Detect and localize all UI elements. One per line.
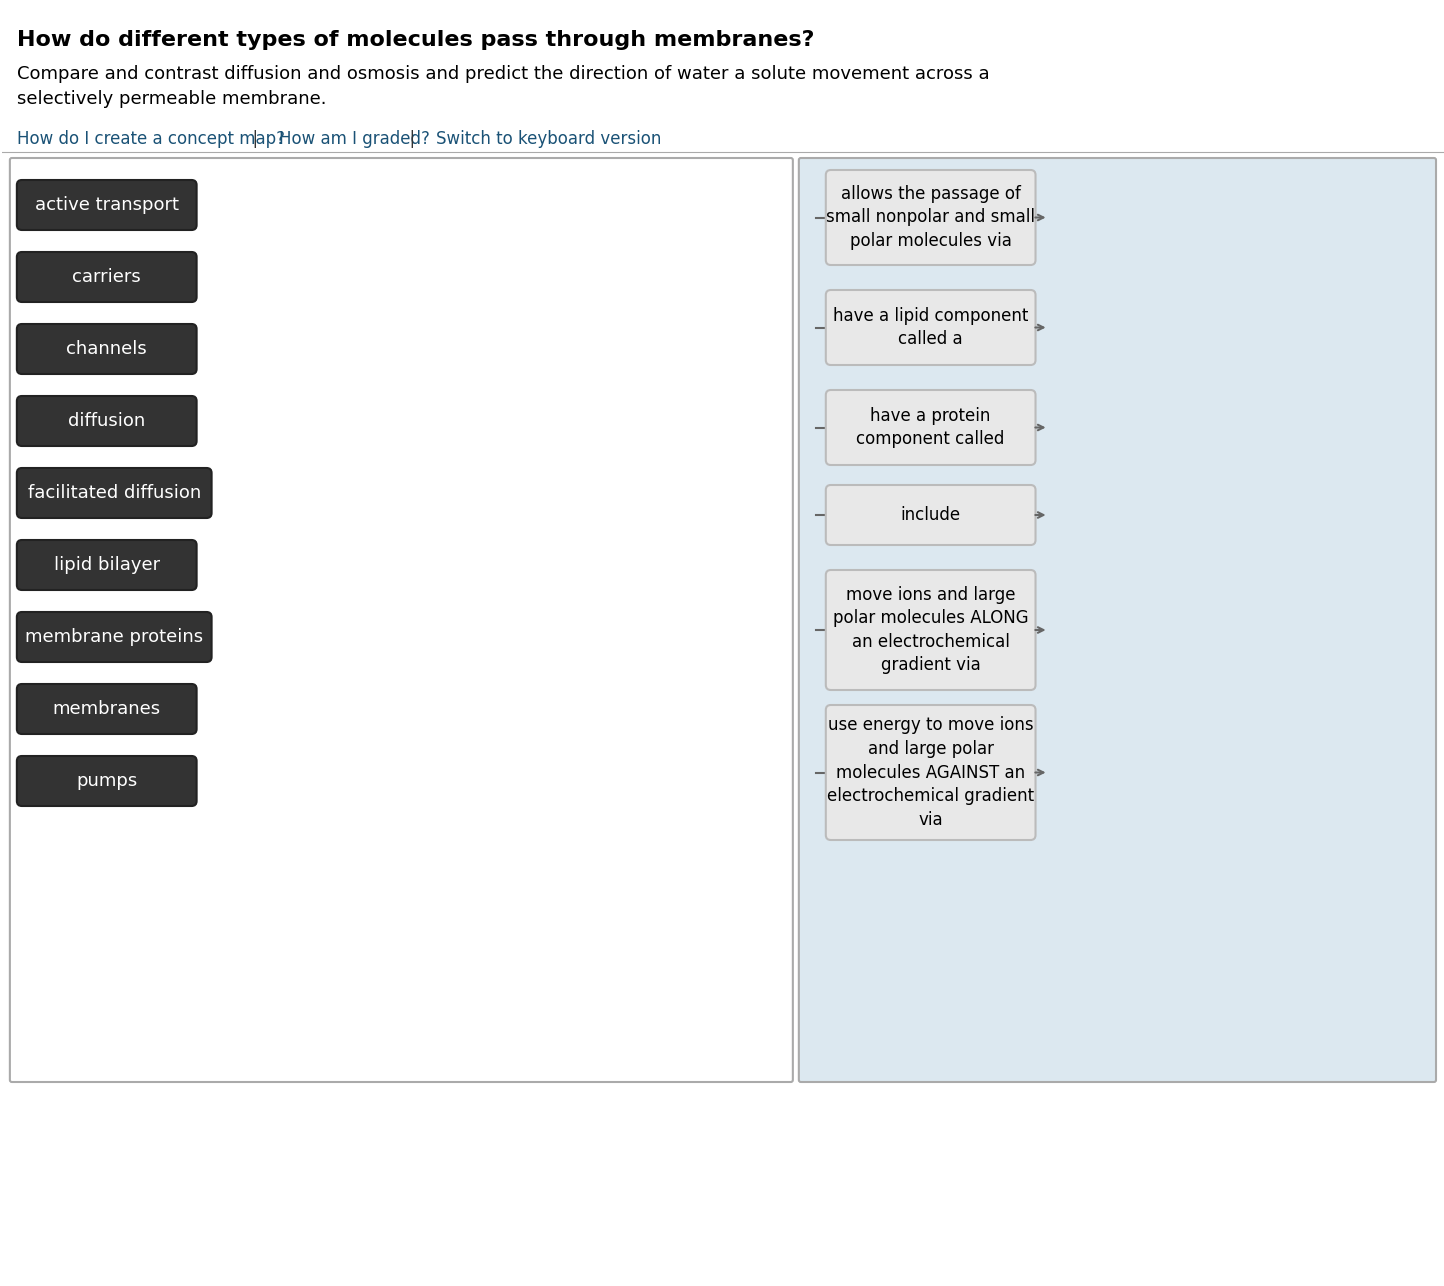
FancyBboxPatch shape [17, 180, 196, 230]
Text: How do different types of molecules pass through membranes?: How do different types of molecules pass… [17, 30, 814, 50]
FancyBboxPatch shape [17, 324, 196, 374]
Text: facilitated diffusion: facilitated diffusion [27, 484, 201, 502]
Text: selectively permeable membrane.: selectively permeable membrane. [17, 90, 326, 108]
Text: channels: channels [66, 340, 147, 358]
Text: Switch to keyboard version: Switch to keyboard version [436, 130, 661, 148]
FancyBboxPatch shape [826, 291, 1035, 365]
Text: use energy to move ions
and large polar
molecules AGAINST an
electrochemical gra: use energy to move ions and large polar … [827, 716, 1034, 828]
Text: pumps: pumps [77, 772, 137, 790]
Text: |: | [241, 130, 269, 148]
FancyBboxPatch shape [826, 485, 1035, 545]
FancyBboxPatch shape [826, 570, 1035, 691]
Text: have a protein
component called: have a protein component called [856, 406, 1005, 449]
Text: active transport: active transport [35, 195, 179, 213]
Text: allows the passage of
small nonpolar and small
polar molecules via: allows the passage of small nonpolar and… [826, 185, 1035, 249]
FancyBboxPatch shape [799, 158, 1435, 1082]
Text: include: include [901, 505, 960, 523]
Text: membrane proteins: membrane proteins [25, 628, 204, 646]
FancyBboxPatch shape [17, 540, 196, 590]
FancyBboxPatch shape [17, 396, 196, 446]
FancyBboxPatch shape [17, 468, 212, 518]
Text: How do I create a concept map?: How do I create a concept map? [17, 130, 284, 148]
FancyBboxPatch shape [826, 170, 1035, 265]
Text: move ions and large
polar molecules ALONG
an electrochemical
gradient via: move ions and large polar molecules ALON… [833, 585, 1028, 674]
FancyBboxPatch shape [17, 684, 196, 734]
FancyBboxPatch shape [17, 756, 196, 806]
Text: carriers: carriers [72, 267, 142, 285]
Text: have a lipid component
called a: have a lipid component called a [833, 306, 1028, 349]
FancyBboxPatch shape [17, 252, 196, 302]
Text: How am I graded?: How am I graded? [279, 130, 430, 148]
Text: diffusion: diffusion [68, 412, 146, 430]
Text: Compare and contrast diffusion and osmosis and predict the direction of water a : Compare and contrast diffusion and osmos… [17, 66, 989, 84]
Text: |: | [399, 130, 426, 148]
FancyBboxPatch shape [17, 612, 212, 662]
Text: membranes: membranes [52, 700, 160, 718]
FancyBboxPatch shape [826, 705, 1035, 840]
Text: lipid bilayer: lipid bilayer [53, 556, 160, 574]
FancyBboxPatch shape [10, 158, 793, 1082]
FancyBboxPatch shape [826, 390, 1035, 466]
